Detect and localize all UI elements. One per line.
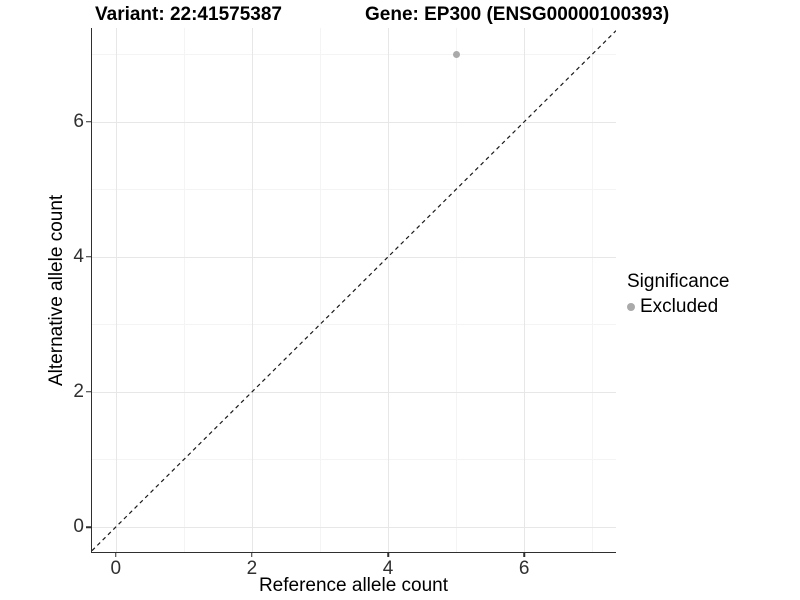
y-axis-title: Alternative allele count — [46, 194, 67, 387]
y-tick-mark — [85, 526, 91, 528]
x-tick-mark — [115, 552, 117, 557]
gridline-y-major — [92, 527, 616, 528]
gridline-x-major — [251, 28, 253, 552]
x-tick-mark — [523, 552, 525, 557]
y-tick-label: 0 — [73, 516, 84, 537]
identity-line — [92, 30, 616, 552]
gridline-y-major — [92, 121, 616, 123]
data-point — [452, 50, 460, 58]
legend: Significance Excluded — [627, 271, 729, 318]
legend-item-excluded: Excluded — [627, 296, 729, 318]
x-axis-title: Reference allele count — [258, 575, 449, 596]
plot-title-gene: Gene: EP300 (ENSG00000100393) — [365, 4, 670, 25]
y-tick-mark — [85, 391, 91, 393]
y-tick-label: 6 — [73, 110, 84, 132]
gridline-x-major — [115, 28, 117, 552]
legend-point-icon — [627, 303, 635, 311]
gridline-x-minor — [592, 28, 594, 552]
x-tick-label: 2 — [246, 558, 258, 579]
gridline-x-major — [388, 28, 390, 552]
x-tick-mark — [387, 552, 389, 557]
x-tick-label: 6 — [518, 558, 530, 579]
gridline-y-minor — [92, 324, 616, 326]
y-tick-label: 4 — [73, 245, 84, 267]
gridline-x-minor — [319, 28, 321, 552]
gridline-y-minor — [92, 459, 616, 461]
gridline-x-minor — [183, 28, 185, 552]
y-tick-label: 2 — [73, 380, 84, 402]
gridline-x-minor — [456, 28, 458, 552]
x-tick-label: 0 — [110, 558, 122, 579]
gridline-x-major — [524, 28, 526, 552]
gridline-y-minor — [92, 189, 616, 191]
gridline-y-major — [92, 391, 616, 393]
plot-panel: 0 2 4 6 0 2 4 6 — [73, 28, 616, 579]
x-tick-label: 4 — [382, 558, 394, 579]
y-tick-mark — [85, 256, 91, 258]
y-tick-mark — [85, 121, 91, 123]
gridline-y-major — [92, 256, 616, 258]
x-tick-mark — [251, 552, 253, 557]
gridline-y-minor — [92, 54, 616, 56]
plot-title-variant: Variant: 22:41575387 — [95, 4, 282, 25]
legend-title: Significance — [627, 271, 730, 292]
legend-item-label: Excluded — [640, 296, 719, 317]
